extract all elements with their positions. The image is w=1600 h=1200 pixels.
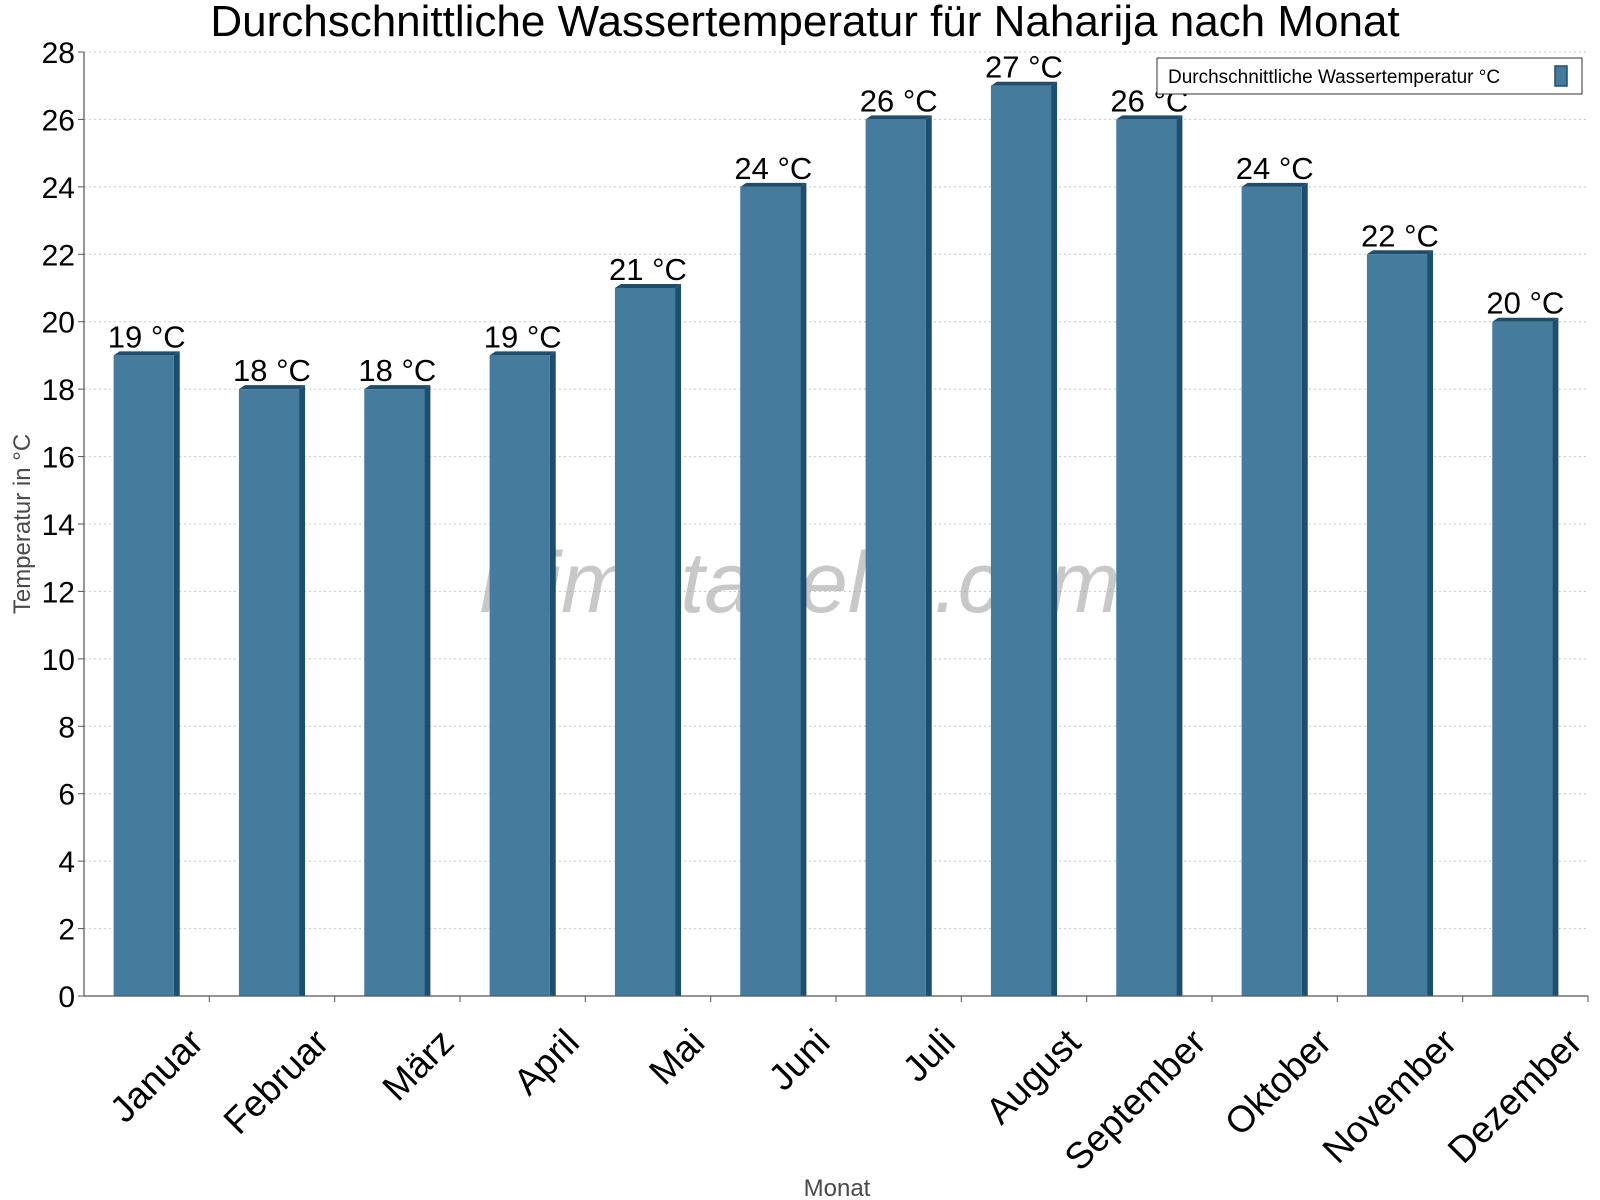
x-tick-label: Juni [761, 1021, 838, 1098]
data-label: 19 °C [108, 319, 186, 354]
bar-side [1552, 317, 1559, 996]
data-label: 26 °C [860, 83, 938, 118]
data-label: 20 °C [1486, 286, 1564, 321]
gridlines [84, 51, 1588, 930]
bar-side [675, 284, 682, 996]
bar [1241, 186, 1302, 996]
y-tick-label: 24 [42, 172, 75, 205]
bar-top [865, 115, 932, 120]
bar-top [1241, 182, 1308, 187]
y-tick-label: 0 [58, 981, 75, 1014]
y-tick-label: 6 [58, 779, 75, 812]
bar [364, 389, 425, 997]
bar-side [1051, 81, 1058, 996]
bar [489, 355, 550, 996]
data-label: 21 °C [609, 252, 687, 287]
data-label: 24 °C [1236, 151, 1314, 186]
bar-top [740, 182, 807, 187]
y-tick-label: 12 [42, 576, 75, 609]
y-tick-label: 22 [42, 239, 75, 272]
legend-swatch [1554, 65, 1568, 87]
bar [1116, 119, 1177, 996]
bars [113, 81, 1559, 997]
bar [614, 288, 676, 996]
bar-side [424, 385, 431, 997]
x-tick-label: Oktober [1217, 1021, 1339, 1143]
bar [740, 186, 801, 996]
y-tick-label: 4 [58, 846, 75, 879]
data-label: 18 °C [233, 353, 311, 388]
x-tick-label: August [978, 1021, 1089, 1132]
x-tick-label: Januar [102, 1021, 211, 1130]
x-ticks: Januar Februar März April Mai Juni Juli AugustS… [102, 996, 1590, 1178]
bar-top [238, 385, 306, 390]
bar-side [800, 182, 807, 996]
bar [865, 119, 926, 996]
y-tick-label: 20 [42, 307, 75, 340]
data-label: 24 °C [734, 151, 812, 186]
bar-side [925, 115, 932, 996]
bar-side [549, 351, 556, 996]
data-label: 18 °C [358, 353, 436, 388]
x-tick-label: Februar [216, 1021, 337, 1142]
bar-top [1116, 115, 1183, 120]
x-tick-label: Mai [641, 1021, 712, 1092]
legend-box [1156, 57, 1583, 95]
x-tick-label: Dezember [1440, 1021, 1590, 1171]
y-tick-label: 2 [58, 914, 75, 947]
data-label: 22 °C [1361, 218, 1439, 253]
y-tick-label: 18 [42, 374, 75, 407]
bar-top [990, 81, 1058, 86]
bar-side [1301, 182, 1308, 996]
legend: Durchschnittliche Wassertemperatur °C [1156, 57, 1583, 95]
x-tick-label: November [1315, 1021, 1465, 1171]
data-labels: 19 °C 18 °C 18 °C 19 °C 21 °C 24 °C 26 °C 27 °C… [108, 50, 1565, 388]
x-tick-label: März [375, 1021, 462, 1108]
bar-side [299, 385, 306, 997]
legend-label: Durchschnittliche Wassertemperatur °C [1168, 67, 1500, 88]
chart-title: Durchschnittliche Wassertemperatur für N… [210, 0, 1399, 46]
bar-side [173, 351, 180, 996]
y-tick-label: 8 [58, 711, 75, 744]
bar [1492, 321, 1553, 996]
x-axis-title: Monat [804, 1175, 871, 1200]
bar-top [489, 351, 556, 356]
y-axis-title: Temperatur in °C [9, 434, 36, 614]
bar-top [1492, 317, 1559, 322]
y-tick-label: 14 [42, 509, 75, 542]
bar [1366, 254, 1428, 997]
y-tick-label: 10 [42, 644, 75, 677]
bar-top [113, 351, 180, 356]
bar [238, 389, 300, 997]
y-tick-label: 16 [42, 442, 75, 475]
data-label: 19 °C [484, 319, 562, 354]
bar [990, 85, 1052, 996]
y-tick-label: 26 [42, 104, 75, 137]
x-tick-label: Juli [895, 1021, 963, 1089]
bar-side [1176, 115, 1183, 996]
bar [113, 355, 174, 996]
bar-top [364, 385, 431, 390]
bar-top [614, 284, 682, 288]
x-tick-label: April [506, 1021, 587, 1102]
y-tick-label: 28 [42, 37, 75, 70]
bar-side [1427, 250, 1434, 997]
data-label: 27 °C [985, 50, 1063, 85]
bar-top [1366, 250, 1434, 255]
